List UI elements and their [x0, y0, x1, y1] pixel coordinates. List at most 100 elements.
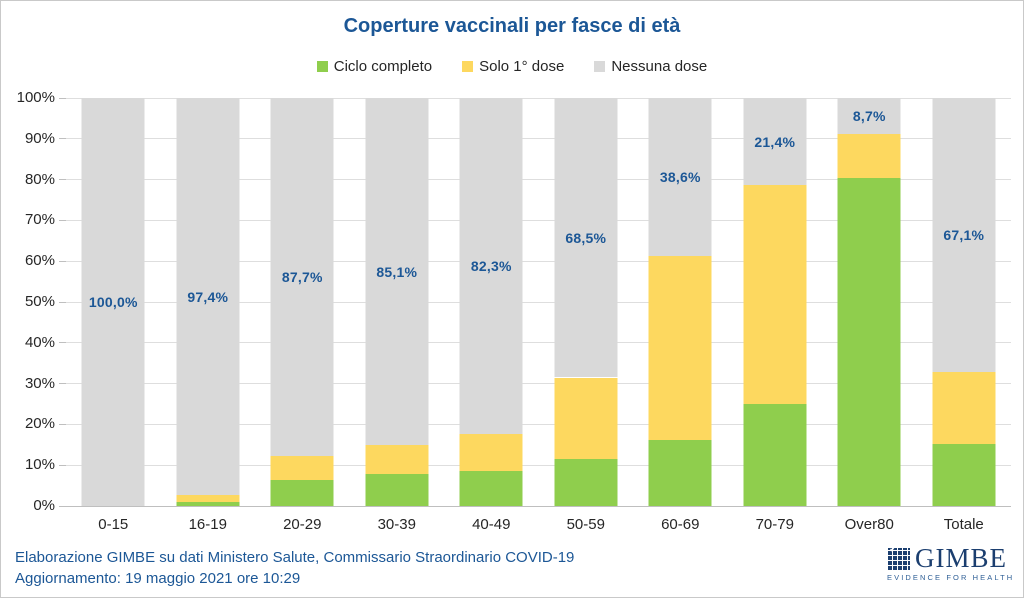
data-label-50-59: 68,5%: [565, 229, 607, 246]
bar-column-60-69: 38,6% 60-69: [633, 98, 728, 533]
x-axis-label-Totale: Totale: [943, 516, 984, 533]
bar-segment-ciclo-completo: [554, 458, 618, 506]
legend-label: Solo 1° dose: [479, 58, 565, 75]
stacked-bar-0-15: [81, 98, 145, 506]
legend-swatch-green: [316, 61, 328, 72]
bar-segment-solo-1-dose: [459, 433, 523, 471]
data-label-20-29: 87,7%: [281, 268, 323, 285]
y-axis-label: 80%: [24, 170, 55, 188]
bar-segment-ciclo-completo: [270, 480, 334, 506]
stacked-bar-Totale: [932, 98, 996, 506]
gridline-30%: [66, 383, 1011, 385]
x-axis-label-30-39: 30-39: [377, 516, 416, 533]
stacked-bar-40-49: [459, 98, 523, 506]
x-axis-label-Over80: Over80: [844, 516, 894, 533]
bar-segment-solo-1-dose: [365, 445, 429, 474]
gridline-20%: [66, 423, 1011, 425]
gridline-50%: [66, 301, 1011, 303]
data-label-60-69: 38,6%: [659, 168, 701, 185]
y-axis-tick: [59, 260, 66, 262]
bar-segment-ciclo-completo: [365, 473, 429, 506]
footer-source: Elaborazione GIMBE su dati Ministero Sal…: [15, 547, 574, 589]
gimbe-mosaic-icon: ✓: [888, 544, 910, 570]
gridline-100%: [66, 97, 1011, 99]
stacked-bar-60-69: [648, 98, 712, 506]
y-axis-tick: [59, 97, 66, 99]
footer-line1: Elaborazione GIMBE su dati Ministero Sal…: [15, 549, 575, 566]
bar-segment-solo-1-dose: [932, 371, 996, 445]
bar-segment-nessuna-dose: [743, 98, 807, 186]
y-axis-label: 20%: [24, 415, 55, 433]
x-axis-label-70-79: 70-79: [755, 516, 794, 533]
logo-tagline: EVIDENCE FOR HEALTH: [887, 573, 1015, 582]
bar-column-40-49: 82,3% 40-49: [444, 98, 539, 533]
x-axis-label-20-29: 20-29: [283, 516, 322, 533]
y-axis-tick: [59, 342, 66, 344]
chart-title: Coperture vaccinali per fasce di età: [343, 15, 681, 37]
bar-segment-nessuna-dose: [932, 98, 996, 372]
bar-column-20-29: 87,7% 20-29: [255, 98, 350, 533]
data-label-40-49: 82,3%: [470, 257, 512, 274]
bar-segment-nessuna-dose: [837, 98, 901, 134]
bar-segment-solo-1-dose: [176, 495, 240, 503]
bar-segment-ciclo-completo: [648, 439, 712, 506]
stacked-bar-16-19: [176, 98, 240, 506]
bar-column-Totale: 67,1% Totale: [917, 98, 1012, 533]
data-label-16-19: 97,4%: [187, 288, 229, 305]
x-axis-label-16-19: 16-19: [188, 516, 227, 533]
bar-segment-ciclo-completo: [837, 178, 901, 506]
bar-segment-solo-1-dose: [554, 377, 618, 459]
gridline-70%: [66, 219, 1011, 221]
bar-segment-ciclo-completo: [176, 502, 240, 506]
legend: Ciclo completo Solo 1° dose Nessuna dose: [1, 58, 1023, 75]
gridline-0%: [66, 505, 1011, 507]
gimbe-logo: ✓ GIMBE EVIDENCE FOR HEALTH: [887, 544, 1015, 583]
legend-label: Nessuna dose: [611, 58, 708, 75]
bar-column-30-39: 85,1% 30-39: [350, 98, 445, 533]
stacked-bar-30-39: [365, 98, 429, 506]
y-axis-tick: [59, 464, 66, 466]
bar-segment-nessuna-dose: [81, 98, 145, 506]
y-axis-tick: [59, 219, 66, 221]
data-label-Over80: 8,7%: [852, 107, 886, 124]
bar-column-70-79: 21,4% 70-79: [728, 98, 823, 533]
bar-segment-ciclo-completo: [459, 470, 523, 506]
y-axis-label: 60%: [24, 252, 55, 270]
bar-segment-nessuna-dose: [459, 98, 523, 434]
y-axis-tick: [59, 301, 66, 303]
x-axis-label-40-49: 40-49: [472, 516, 511, 533]
y-axis-label: 100%: [16, 89, 55, 106]
data-label-0-15: 100,0%: [88, 294, 138, 310]
data-label-70-79: 21,4%: [754, 133, 796, 150]
gridline-40%: [66, 342, 1011, 344]
bar-column-Over80: 8,7% Over80: [822, 98, 917, 533]
bar-segment-solo-1-dose: [837, 133, 901, 179]
stacked-bar-20-29: [270, 98, 334, 506]
stacked-bar-70-79: [743, 98, 807, 506]
bar-segment-nessuna-dose: [365, 98, 429, 446]
bar-segment-ciclo-completo: [743, 404, 807, 506]
x-axis-label-50-59: 50-59: [566, 516, 605, 533]
bar-segment-nessuna-dose: [554, 98, 618, 378]
y-axis-label: 90%: [24, 129, 55, 147]
bar-segment-nessuna-dose: [648, 98, 712, 256]
legend-swatch-yellow: [462, 61, 474, 72]
y-axis-tick: [59, 505, 66, 507]
data-label-30-39: 85,1%: [376, 263, 418, 280]
bar-column-0-15: 100,0% 0-15: [66, 98, 161, 533]
legend-item-ciclo-completo: Ciclo completo: [316, 58, 432, 75]
bar-segment-solo-1-dose: [270, 455, 334, 481]
legend-item-nessuna-dose: Nessuna dose: [594, 58, 707, 75]
plot-area: 100,0% 0-15 97,4% 16-19 87,7% 20-29 85,1% 30-39…: [59, 97, 1012, 533]
y-axis-tick: [59, 383, 66, 385]
bar-segment-solo-1-dose: [743, 185, 807, 404]
stacked-bar-50-59: [554, 98, 618, 506]
y-axis-label: 40%: [24, 333, 55, 351]
check-icon: ✓: [889, 544, 898, 555]
y-axis-label: 0%: [33, 497, 55, 514]
legend-item-solo-prima-dose: Solo 1° dose: [462, 58, 564, 75]
x-axis-label-60-69: 60-69: [661, 516, 700, 533]
y-axis-tick: [59, 423, 66, 425]
bar-column-16-19: 97,4% 16-19: [161, 98, 256, 533]
y-axis-label: 10%: [24, 456, 55, 474]
